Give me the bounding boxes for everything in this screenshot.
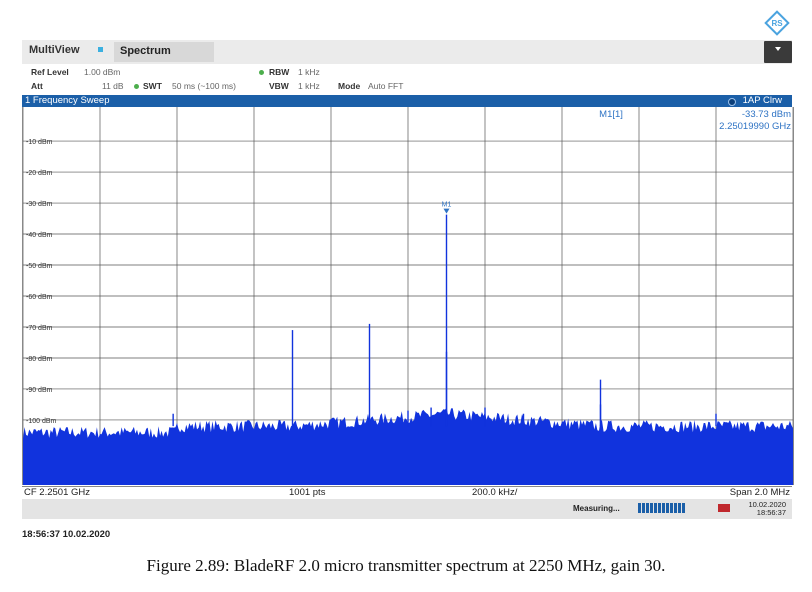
menu-button[interactable]: [764, 41, 792, 63]
figure-caption: Figure 2.89: BladeRF 2.0 micro transmitt…: [146, 556, 666, 575]
swt-indicator-icon: [134, 84, 139, 89]
marker-flag-icon[interactable]: [443, 208, 450, 214]
y-tick-label: -90 dBm: [26, 387, 53, 394]
marker-flag-label: M1: [442, 202, 452, 209]
trace-header: 1 Frequency Sweep 1AP Clrw: [22, 95, 792, 107]
mode-value[interactable]: Auto FFT: [368, 81, 404, 91]
y-tick-label: -60 dBm: [26, 294, 53, 301]
center-frequency: CF 2.2501 GHz: [24, 487, 90, 498]
division-width: 200.0 kHz/: [472, 487, 518, 498]
rbw-value[interactable]: 1 kHz: [298, 67, 320, 77]
att-label: Att: [31, 81, 43, 91]
y-tick-label: -50 dBm: [26, 263, 53, 270]
span-value: Span 2.0 MHz: [729, 487, 790, 498]
status-bar: Measuring... 10.02.2020 18:56:37: [22, 499, 792, 519]
y-tick-label: -100 dBm: [26, 418, 57, 425]
y-tick-label: -80 dBm: [26, 356, 53, 363]
marker-readout: M1[1] -33.73 dBm 2.25019990 GHz: [599, 109, 791, 133]
tab-multiview[interactable]: MultiView: [29, 44, 80, 56]
trace-detector: 1AP Clrw: [742, 95, 782, 106]
spectrum-plot[interactable]: -10 dBm -20 dBm -30 dBm -40 dBm -50 dBm -60 d…: [22, 107, 794, 485]
status-datetime: 10.02.2020 18:56:37: [748, 501, 786, 517]
spectrum-chart: -10 dBm -20 dBm -30 dBm -40 dBm -50 dBm -60 d…: [23, 107, 793, 485]
vbw-label: VBW: [269, 81, 289, 91]
att-value[interactable]: 11 dB: [102, 81, 124, 91]
ref-level-value[interactable]: 1.00 dBm: [84, 67, 121, 77]
status-time: 18:56:37: [756, 508, 786, 517]
ref-level-label: Ref Level: [31, 67, 69, 77]
mode-label: Mode: [338, 81, 361, 91]
trace-indicator-icon: [728, 98, 736, 106]
sweep-points: 1001 pts: [289, 487, 326, 498]
rbw-label: RBW: [269, 67, 290, 77]
swt-label: SWT: [143, 81, 162, 91]
measurement-parameters: Ref Level 1.00 dBm Att 11 dB SWT 50 ms (…: [22, 65, 792, 95]
title-bar: MultiView Spectrum: [22, 40, 792, 64]
noise-floor-trace: [23, 407, 793, 485]
y-tick-label: -40 dBm: [26, 232, 53, 239]
plot-footer: CF 2.2501 GHz 1001 pts 200.0 kHz/ Span 2…: [22, 486, 792, 499]
trace-title: 1 Frequency Sweep: [25, 95, 110, 106]
y-tick-label: -30 dBm: [26, 201, 53, 208]
screenshot-timestamp: 18:56:37 10.02.2020: [22, 529, 111, 540]
status-date: 10.02.2020: [748, 500, 786, 509]
y-tick-label: -20 dBm: [26, 170, 53, 177]
vbw-value[interactable]: 1 kHz: [298, 81, 320, 91]
lxi-icon: [718, 504, 730, 512]
marker-level: -33.73 dBm: [741, 109, 791, 120]
multiview-indicator-icon: [98, 47, 103, 52]
tab-spectrum[interactable]: Spectrum: [114, 42, 214, 62]
rbw-indicator-icon: [259, 70, 264, 75]
swt-value[interactable]: 50 ms (~100 ms): [172, 81, 237, 91]
measuring-status: Measuring...: [573, 504, 620, 513]
rohde-schwarz-logo-icon: RS: [764, 10, 790, 36]
marker-frequency: 2.25019990 GHz: [719, 121, 791, 132]
measurement-progress: [638, 503, 686, 513]
chevron-down-icon: [775, 47, 781, 51]
tab-spectrum-label: Spectrum: [120, 45, 171, 57]
y-tick-label: -70 dBm: [26, 325, 53, 332]
marker-name: M1[1]: [599, 109, 623, 120]
y-tick-label: -10 dBm: [26, 139, 53, 146]
svg-text:RS: RS: [771, 19, 783, 28]
